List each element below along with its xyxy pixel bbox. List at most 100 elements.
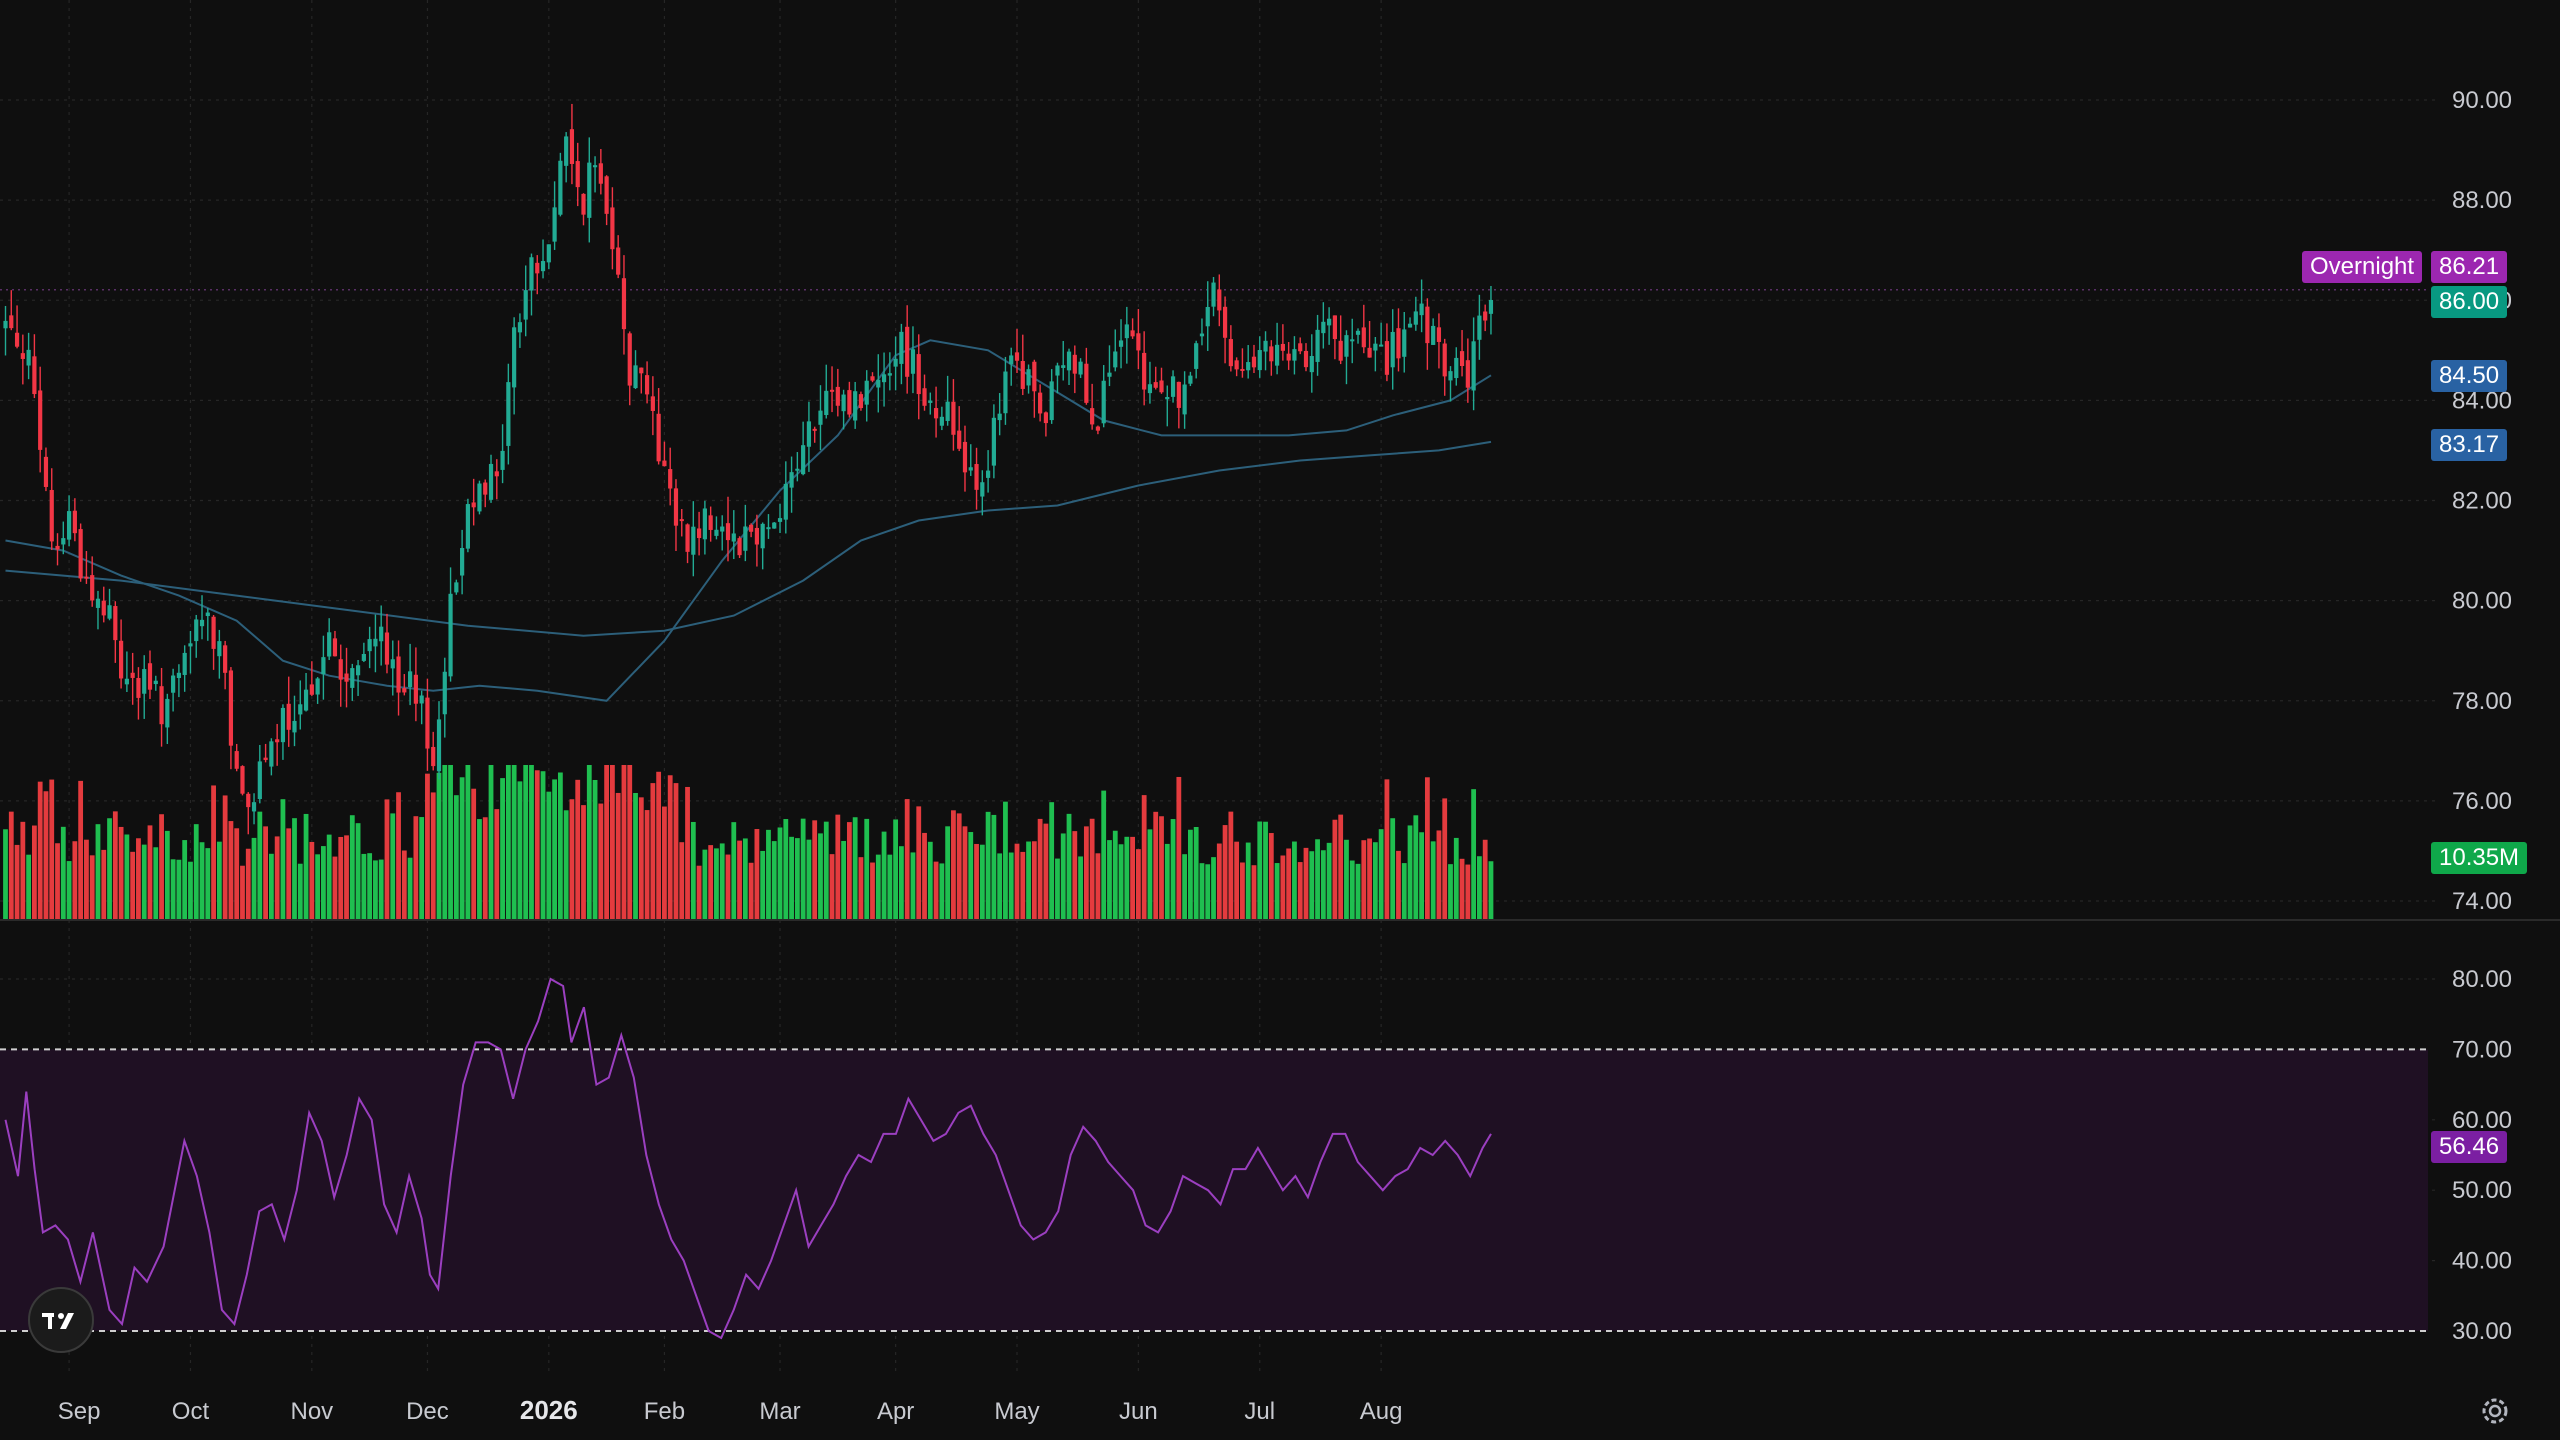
candle[interactable] xyxy=(1147,384,1153,394)
candle[interactable] xyxy=(1113,351,1118,368)
candle[interactable] xyxy=(766,527,771,530)
candle[interactable] xyxy=(171,675,176,693)
candle[interactable] xyxy=(20,353,25,359)
candle[interactable] xyxy=(714,529,719,536)
candle[interactable] xyxy=(1066,351,1072,371)
candle[interactable] xyxy=(1327,318,1332,326)
candle[interactable] xyxy=(1280,343,1285,351)
candle[interactable] xyxy=(899,331,904,364)
candle[interactable] xyxy=(731,533,736,542)
candle[interactable] xyxy=(876,379,881,388)
candle[interactable] xyxy=(379,626,384,642)
rsi-axis[interactable]: 80.00 70.00 60.00 50.00 40.00 30.00 xyxy=(2452,966,2512,1345)
candle[interactable] xyxy=(355,665,361,676)
candle[interactable] xyxy=(737,538,742,556)
candle[interactable] xyxy=(841,394,846,412)
candle[interactable] xyxy=(783,483,788,520)
candle[interactable] xyxy=(1107,372,1112,377)
candle[interactable] xyxy=(1032,361,1037,392)
candle[interactable] xyxy=(1407,323,1413,328)
candle[interactable] xyxy=(431,746,436,767)
candle[interactable] xyxy=(66,511,72,540)
candle[interactable] xyxy=(1228,339,1233,367)
candle[interactable] xyxy=(777,518,783,522)
candle[interactable] xyxy=(702,508,707,540)
candle[interactable] xyxy=(257,761,262,800)
candle[interactable] xyxy=(240,766,245,794)
candle[interactable] xyxy=(610,207,615,250)
candle[interactable] xyxy=(1315,329,1320,362)
candle[interactable] xyxy=(338,659,343,680)
candle[interactable] xyxy=(656,413,661,462)
candle[interactable] xyxy=(754,527,759,545)
candle[interactable] xyxy=(1020,360,1025,389)
candle[interactable] xyxy=(188,643,193,647)
candle[interactable] xyxy=(1309,356,1314,373)
tradingview-logo[interactable] xyxy=(28,1287,94,1353)
candle[interactable] xyxy=(471,502,476,508)
candle[interactable] xyxy=(1043,412,1048,424)
candle[interactable] xyxy=(933,408,939,419)
candle[interactable] xyxy=(633,365,638,389)
candle[interactable] xyxy=(1095,426,1101,431)
candle[interactable] xyxy=(1003,371,1008,414)
candle[interactable] xyxy=(1072,354,1077,374)
candle[interactable] xyxy=(685,524,690,552)
candle[interactable] xyxy=(182,652,187,675)
candle[interactable] xyxy=(332,638,338,657)
candle[interactable] xyxy=(494,471,499,477)
candle[interactable] xyxy=(1101,380,1106,424)
candle[interactable] xyxy=(691,526,696,555)
candle[interactable] xyxy=(673,488,679,526)
candle[interactable] xyxy=(818,410,823,425)
candle[interactable] xyxy=(512,327,517,388)
candle[interactable] xyxy=(1361,327,1366,348)
candle[interactable] xyxy=(211,616,216,649)
candle[interactable] xyxy=(1367,347,1372,358)
price-axis[interactable]: 90.0088.0086.0084.0082.0080.0078.0076.00… xyxy=(2452,87,2512,915)
candle[interactable] xyxy=(124,678,129,685)
candle[interactable] xyxy=(384,632,390,665)
candle[interactable] xyxy=(760,523,765,549)
candle[interactable] xyxy=(321,657,326,675)
candle[interactable] xyxy=(1292,349,1297,361)
candle[interactable] xyxy=(425,697,430,749)
candle[interactable] xyxy=(1257,350,1262,371)
candle[interactable] xyxy=(344,673,349,682)
candle[interactable] xyxy=(14,332,20,347)
candle[interactable] xyxy=(84,576,89,579)
candle[interactable] xyxy=(853,391,858,421)
candle[interactable] xyxy=(159,686,164,725)
candle[interactable] xyxy=(454,582,459,593)
candle[interactable] xyxy=(199,619,205,627)
candle[interactable] xyxy=(1026,369,1031,386)
candle[interactable] xyxy=(95,598,101,608)
candle[interactable] xyxy=(327,632,332,657)
candle[interactable] xyxy=(627,333,632,386)
candle[interactable] xyxy=(61,538,66,545)
candle[interactable] xyxy=(598,163,603,184)
candle[interactable] xyxy=(916,354,921,395)
candle[interactable] xyxy=(1431,325,1436,345)
candle[interactable] xyxy=(413,674,418,704)
candle[interactable] xyxy=(315,678,320,695)
candle[interactable] xyxy=(130,672,135,678)
candle[interactable] xyxy=(477,483,482,512)
candle[interactable] xyxy=(569,129,575,164)
candle[interactable] xyxy=(564,136,569,166)
candle[interactable] xyxy=(176,672,181,679)
candle[interactable] xyxy=(1142,352,1147,390)
candle[interactable] xyxy=(1321,321,1326,334)
candle[interactable] xyxy=(581,193,586,215)
candle[interactable] xyxy=(1379,344,1384,347)
candle[interactable] xyxy=(506,382,511,446)
candle[interactable] xyxy=(465,504,470,549)
candle[interactable] xyxy=(789,472,794,488)
candle[interactable] xyxy=(540,261,546,272)
candle[interactable] xyxy=(419,695,424,704)
candle[interactable] xyxy=(1246,362,1251,371)
candle[interactable] xyxy=(1263,340,1268,352)
candle[interactable] xyxy=(373,638,378,647)
candle[interactable] xyxy=(1014,352,1020,361)
